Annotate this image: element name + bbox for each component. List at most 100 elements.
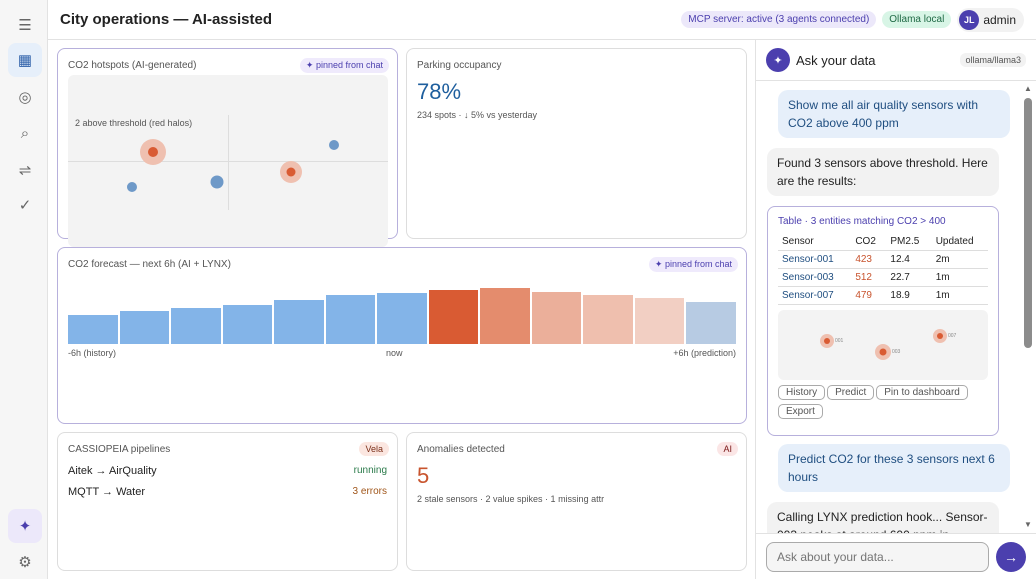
hotspot-map[interactable]: 2 above threshold (red halos) [68,75,388,247]
sensor-point[interactable] [329,140,339,150]
pin-to-dashboard-button[interactable]: Pin to dashboard [876,385,968,400]
forecast-bar [325,294,376,344]
parking-value: 78% [417,79,462,104]
predict-button[interactable]: Predict [827,385,875,400]
sensor-point[interactable] [210,175,224,189]
dashboard-icon[interactable]: ▦ [8,43,42,77]
pipeline-name: MQTT → Water [68,486,145,498]
result-title: Table · 3 entities matching CO2 > 400 [778,216,946,227]
hotspots-card: CO2 hotspots (AI-generated) ✦ pinned fro… [57,48,398,247]
card-title: CO2 forecast — next 6h (AI + LYNX) [68,259,231,270]
column-header: Sensor [778,233,852,251]
forecast-bar [274,299,324,344]
avatar: JL [959,9,980,30]
co2-cell: 512 [851,268,887,287]
forecast-bar [531,291,582,344]
check-icon[interactable]: ✓ [18,197,32,214]
chat-input[interactable] [766,542,989,572]
assistant-message: Found 3 sensors above threshold. Here ar… [767,148,999,196]
axis-label-right: +6h (prediction) [673,348,736,358]
pipeline-row[interactable]: Aitek → AirQuality running [68,465,387,477]
forecast-bar [634,298,685,344]
pipeline-status: 3 errors [352,486,387,497]
hotspot-point[interactable] [148,147,158,157]
export-button[interactable]: Export [778,404,823,419]
scrollbar-thumb[interactable] [1024,98,1032,348]
forecast-bar [686,302,736,344]
sensor-cell[interactable]: Sensor-007 [778,286,852,305]
mini-map[interactable]: 001 003 007 [778,310,988,380]
results-table: Sensor CO2 PM2.5 Updated Sensor-001 423 12.4 2… [778,233,988,305]
sensor-point[interactable] [127,182,137,192]
column-header: Updated [931,233,988,251]
card-title: CO2 hotspots (AI-generated) [68,60,197,71]
sensor-cell[interactable]: Sensor-003 [778,268,852,287]
pm-cell: 18.9 [886,286,932,305]
table-row[interactable]: Sensor-003 512 22.7 1m [778,268,988,287]
forecast-bar [583,294,633,344]
send-button[interactable]: → [996,542,1026,572]
axis-label-left: -6h (history) [68,348,117,358]
forecast-bar [222,304,273,344]
axis-label-now: now [386,348,403,358]
assistant-message: Calling LYNX prediction hook... Sensor-0… [767,502,999,533]
menu-icon[interactable]: ☰ [18,17,32,34]
forecast-card: CO2 forecast — next 6h (AI + LYNX) ✦ pin… [57,247,747,424]
forecast-bar [171,308,221,344]
column-header: PM2.5 [886,233,932,251]
forecast-bar [480,288,530,344]
entities-icon[interactable]: ◎ [18,89,32,106]
forecast-bar [428,290,479,344]
chat-scrollbar[interactable]: ▲ ▼ [1024,84,1032,529]
card-title: CASSIOPEIA pipelines [68,444,171,455]
pm-cell: 12.4 [886,250,932,269]
chat-title: Ask your data [796,52,876,68]
parking-sub: 234 spots · ↓ 5% vs yesterday [417,110,538,120]
settings-icon[interactable]: ⚙ [18,554,32,571]
anomalies-card: Anomalies detected AI 5 2 stale sensors … [406,432,747,571]
history-button[interactable]: History [778,385,826,400]
pinned-badge: ✦ pinned from chat [648,257,738,272]
table-row[interactable]: Sensor-007 479 18.9 1m [778,286,988,305]
pipeline-status: running [353,465,387,476]
updated-cell: 2m [931,250,988,269]
pipeline-row[interactable]: MQTT → Water 3 errors [68,486,387,498]
chat-panel: ✦ Ask your data ollama/llama3 Show me al… [755,40,1036,579]
updated-cell: 1m [931,286,988,305]
forecast-bar [377,293,427,344]
hotspot-point[interactable] [286,167,296,177]
search-icon[interactable]: ⌕ [20,124,30,142]
ollama-badge: Ollama local [882,11,952,28]
anomaly-count: 5 [417,463,430,488]
ai-assistant-icon[interactable]: ✦ [8,509,42,543]
sensor-point[interactable] [937,333,943,339]
sensor-point[interactable] [824,338,830,344]
sensor-point[interactable] [879,348,887,356]
map-label: 003 [892,349,901,355]
ai-sparkle-icon: ✦ [766,48,790,72]
map-annotation: 2 above threshold (red halos) [75,118,193,128]
pipelines-card: CASSIOPEIA pipelines Vela Aitek → AirQua… [57,432,398,571]
pinned-badge: ✦ pinned from chat [299,58,389,73]
user-menu[interactable]: JL admin [957,7,1024,32]
page-title: City operations — AI-assisted [60,11,272,28]
column-header: CO2 [851,233,887,251]
updated-cell: 1m [931,268,988,287]
table-row[interactable]: Sensor-001 423 12.4 2m [778,250,988,269]
result-card: Table · 3 entities matching CO2 > 400 Se… [767,206,999,436]
model-badge: ollama/llama3 [960,53,1026,67]
ai-badge: AI [717,442,738,456]
header: City operations — AI-assisted MCP server… [48,0,1036,40]
anomaly-sub: 2 stale sensors · 2 value spikes · 1 mis… [417,494,605,504]
sensor-cell[interactable]: Sensor-001 [778,250,852,269]
card-title: Parking occupancy [417,60,502,71]
parking-card: Parking occupancy 78% 234 spots · ↓ 5% v… [406,48,747,239]
pipeline-name: Aitek → AirQuality [68,465,157,477]
pipelines-icon[interactable]: ⇌ [18,162,32,179]
map-label: 001 [835,338,844,344]
map-label: 007 [948,333,957,339]
sidebar: ☰ ▦ ◎ ⌕ ⇌ ✓ ✦ ⚙ [0,0,48,579]
arrow-right-icon: → [1004,549,1018,565]
user-name: admin [983,12,1016,27]
mcp-status-badge: MCP server: active (3 agents connected) [681,11,877,28]
